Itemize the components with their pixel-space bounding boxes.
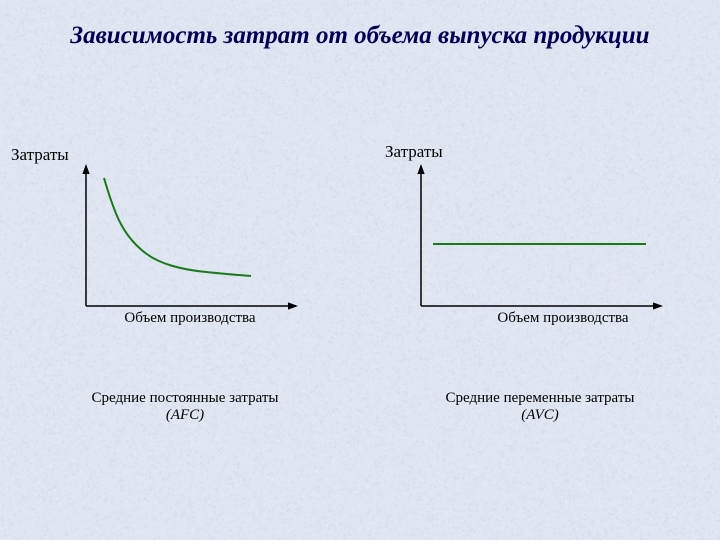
- left-caption-line2: (AFC): [166, 407, 204, 423]
- page-title: Зависимость затрат от объема выпуска про…: [0, 22, 720, 50]
- right-caption-line1: Средние переменные затраты: [446, 390, 635, 406]
- left-chart-ylabel: Затраты: [11, 145, 69, 165]
- left-caption-line1: Средние постоянные затраты: [92, 390, 279, 406]
- left-chart-caption: Средние постоянные затраты (AFC): [70, 390, 300, 424]
- right-chart-xlabel: Объем производства: [468, 310, 658, 327]
- left-chart-xlabel: Объем производства: [95, 310, 285, 327]
- right-chart-ylabel: Затраты: [385, 142, 443, 162]
- right-chart-avc: [415, 160, 667, 312]
- right-chart-caption: Средние переменные затраты (AVC): [420, 390, 660, 424]
- left-chart-afc: [80, 160, 302, 312]
- right-caption-line2: (AVC): [521, 407, 559, 423]
